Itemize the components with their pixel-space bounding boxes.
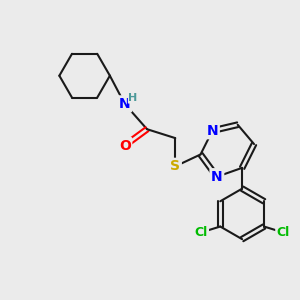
Text: H: H <box>128 93 138 103</box>
Text: N: N <box>119 97 130 111</box>
Text: O: O <box>119 139 131 152</box>
Text: Cl: Cl <box>194 226 208 239</box>
Text: N: N <box>211 170 223 184</box>
Text: N: N <box>207 124 218 138</box>
Text: Cl: Cl <box>277 226 290 239</box>
Text: S: S <box>170 159 180 173</box>
